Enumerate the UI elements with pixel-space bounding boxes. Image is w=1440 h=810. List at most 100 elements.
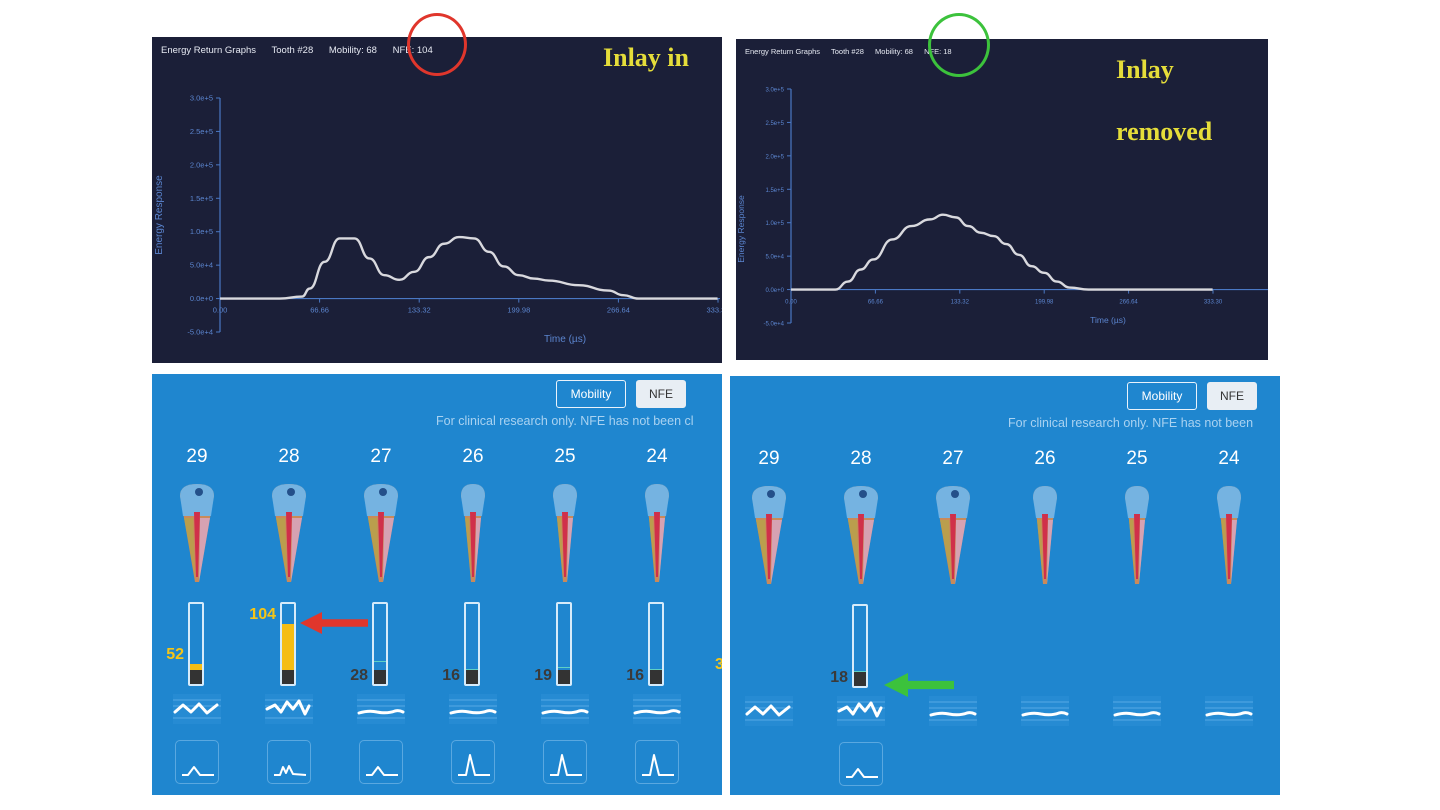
pulse-graph-button[interactable]	[543, 740, 587, 784]
graph-panel-left: Energy Return Graphs Tooth #28 Mobility:…	[152, 37, 722, 363]
tooth-icon[interactable]	[1209, 484, 1249, 589]
mobility-wave-icon[interactable]	[1111, 694, 1163, 730]
tooth-icon[interactable]	[933, 484, 973, 589]
tooth-icon[interactable]	[269, 482, 309, 587]
tooth-icon[interactable]	[637, 482, 677, 587]
tooth-icon[interactable]	[545, 482, 585, 587]
mobility-wave-icon[interactable]	[835, 694, 887, 730]
nfe-meter	[188, 602, 204, 686]
nfe-value: 18	[830, 669, 848, 686]
tooth-icon[interactable]	[361, 482, 401, 587]
disclaimer-text: For clinical research only. NFE has not …	[436, 414, 694, 428]
nfe-meter	[372, 602, 388, 686]
x-tick-label: 66.66	[310, 306, 329, 315]
mobility-wave-icon[interactable]	[1019, 694, 1071, 730]
mobility-wave-icon[interactable]	[539, 692, 591, 728]
tooth-number: 28	[278, 446, 300, 467]
tooth-icon[interactable]	[453, 482, 493, 587]
pulse-graph-button[interactable]	[175, 740, 219, 784]
y-tick-label: 3.0e+5	[190, 94, 213, 103]
tooth-icon[interactable]	[749, 484, 789, 589]
mobility-wave-icon[interactable]	[447, 692, 499, 728]
tooth-number: 29	[758, 448, 780, 469]
nfe-value: 16	[442, 667, 460, 684]
mobility-readout: Mobility: 68	[328, 45, 377, 56]
x-tick-label: 266.64	[607, 306, 630, 315]
tooth-number: 27	[942, 448, 964, 469]
x-tick-label: 199.98	[1035, 300, 1054, 306]
pulse-graph-button[interactable]	[267, 740, 311, 784]
tooth-column-29[interactable]: 29	[734, 376, 804, 795]
tooth-column-27[interactable]: 27	[918, 376, 988, 795]
mobility-wave-icon[interactable]	[743, 694, 795, 730]
nfe-value: 28	[350, 667, 368, 684]
y-tick-label: 1.5e+5	[765, 188, 784, 194]
nfe-button[interactable]: NFE	[636, 380, 686, 408]
mobility-wave-icon[interactable]	[631, 692, 683, 728]
tooth-column-27[interactable]: 27 28	[346, 374, 416, 795]
tooth-column-28[interactable]: 28 18	[826, 376, 896, 795]
mobility-wave-icon[interactable]	[927, 694, 979, 730]
view-toggle: Mobility NFE	[1127, 382, 1257, 410]
x-tick-label: 0.00	[213, 306, 228, 315]
nfe-value: 52	[166, 646, 184, 663]
nfe-highlight-circle	[407, 13, 467, 76]
x-tick-label: 266.64	[1119, 300, 1138, 306]
graph-title: Energy Return Graphs	[161, 45, 257, 56]
tooth-column-24[interactable]: 24	[1194, 376, 1264, 795]
nfe-value: 16	[626, 667, 644, 684]
mobility-wave-icon[interactable]	[263, 692, 315, 728]
tooth-number: 29	[186, 446, 208, 467]
tooth-number: 24	[1218, 448, 1240, 469]
graph-title: Energy Return Graphs	[745, 47, 821, 56]
nfe-meter	[556, 602, 572, 686]
tooth-column-28[interactable]: 28 104	[249, 374, 324, 795]
y-tick-label: 5.0e+4	[765, 255, 784, 261]
y-axis-label: Energy Response	[154, 175, 165, 255]
overlay-inlay-in: Inlay in	[603, 43, 689, 72]
pulse-graph-button[interactable]	[359, 740, 403, 784]
energy-chart: -5.0e+4 0.0e+0 5.0e+4 1.0e+5 1.5e+5 2.0e+5 2.5…	[154, 94, 722, 346]
tooth-number: 24	[646, 446, 668, 467]
y-tick-label: -5.0e+4	[763, 322, 784, 328]
mobility-wave-icon[interactable]	[171, 692, 223, 728]
mobility-wave-icon[interactable]	[355, 692, 407, 728]
x-tick-label: 133.32	[408, 306, 431, 315]
x-tick-label: 133.32	[951, 300, 970, 306]
pulse-graph-button[interactable]	[839, 742, 883, 786]
view-toggle: Mobility NFE	[556, 380, 686, 408]
tooth-icon[interactable]	[1025, 484, 1065, 589]
mobility-button[interactable]: Mobility	[556, 380, 626, 408]
overlay-inlay-removed-line1: Inlay	[1116, 55, 1174, 84]
nfe-button[interactable]: NFE	[1207, 382, 1257, 410]
x-axis-label: Time (µs)	[1090, 315, 1126, 325]
nfe-meter	[648, 602, 664, 686]
overlay-inlay-removed-line2: removed	[1116, 117, 1213, 146]
tooth-number: 28	[850, 448, 872, 469]
tooth-column-25[interactable]: 25 19	[530, 374, 600, 795]
disclaimer-text: For clinical research only. NFE has not …	[1008, 416, 1254, 430]
y-tick-label: 2.5e+5	[765, 121, 784, 127]
mobility-wave-icon[interactable]	[1203, 694, 1255, 730]
mobility-button[interactable]: Mobility	[1127, 382, 1197, 410]
tooth-column-24[interactable]: 24 16	[622, 374, 692, 795]
tooth-column-26[interactable]: 26 16	[438, 374, 508, 795]
tooth-column-29[interactable]: 29 52	[162, 374, 232, 795]
tooth-column-25[interactable]: 25	[1102, 376, 1172, 795]
y-tick-label: 1.0e+5	[190, 227, 213, 236]
tooth-icon[interactable]	[1117, 484, 1157, 589]
tooth-icon[interactable]	[177, 482, 217, 587]
nfe-meter	[280, 602, 296, 686]
pulse-graph-button[interactable]	[451, 740, 495, 784]
tooth-number: 25	[1126, 448, 1148, 469]
series-line	[220, 235, 718, 300]
x-tick-label: 0.00	[785, 300, 797, 306]
y-axis-label: Energy Response	[736, 195, 746, 263]
tooth-number: 25	[554, 446, 576, 467]
tooth-icon[interactable]	[841, 484, 881, 589]
nfe-meter	[852, 604, 868, 688]
green-arrow-icon	[884, 673, 954, 697]
pulse-graph-button[interactable]	[635, 740, 679, 784]
y-tick-label: -5.0e+4	[187, 328, 213, 337]
tooth-column-26[interactable]: 26	[1010, 376, 1080, 795]
